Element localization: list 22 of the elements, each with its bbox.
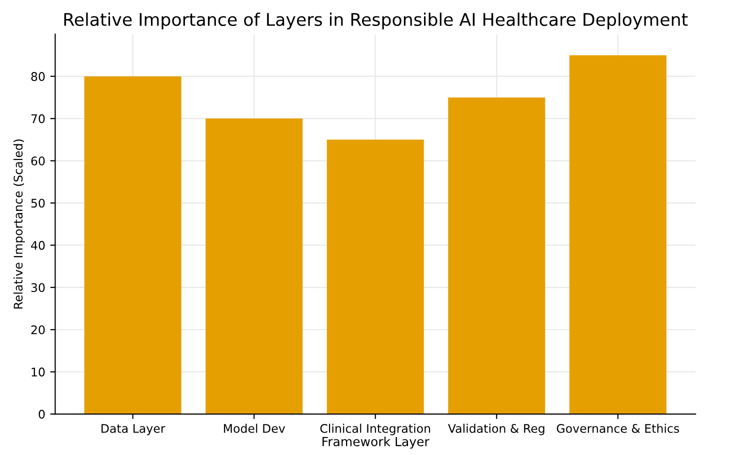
x-tick-label: Data Layer (102, 424, 166, 436)
y-tick-label: 0 (38, 410, 45, 419)
y-axis-title: Relative Importance (Scaled) (13, 139, 25, 309)
y-tick-label: 30 (31, 283, 45, 292)
y-tick-label: 20 (31, 325, 45, 334)
x-tick-label: Clinical Integration (320, 424, 430, 436)
bar (326, 140, 424, 414)
bar (84, 76, 182, 414)
bar (206, 118, 303, 414)
y-tick-label: 80 (31, 72, 45, 81)
y-tick-label: 70 (31, 114, 45, 124)
chart-title: Relative Importance of Layers in Responsible AI Healthcare Deployment (64, 12, 688, 30)
bar (448, 97, 546, 414)
x-axis-title: Framework Layer (322, 436, 430, 449)
bar (569, 55, 666, 414)
y-tick-label: 60 (31, 156, 45, 166)
x-tick-label: Governance & Ethics (556, 424, 680, 433)
y-tick-label: 40 (31, 240, 45, 250)
y-tick-label: 50 (31, 198, 45, 208)
y-tick-label: 10 (32, 368, 45, 376)
x-tick-label: Validation & Reg (448, 424, 544, 436)
x-tick-label: Model Dev (224, 424, 286, 433)
